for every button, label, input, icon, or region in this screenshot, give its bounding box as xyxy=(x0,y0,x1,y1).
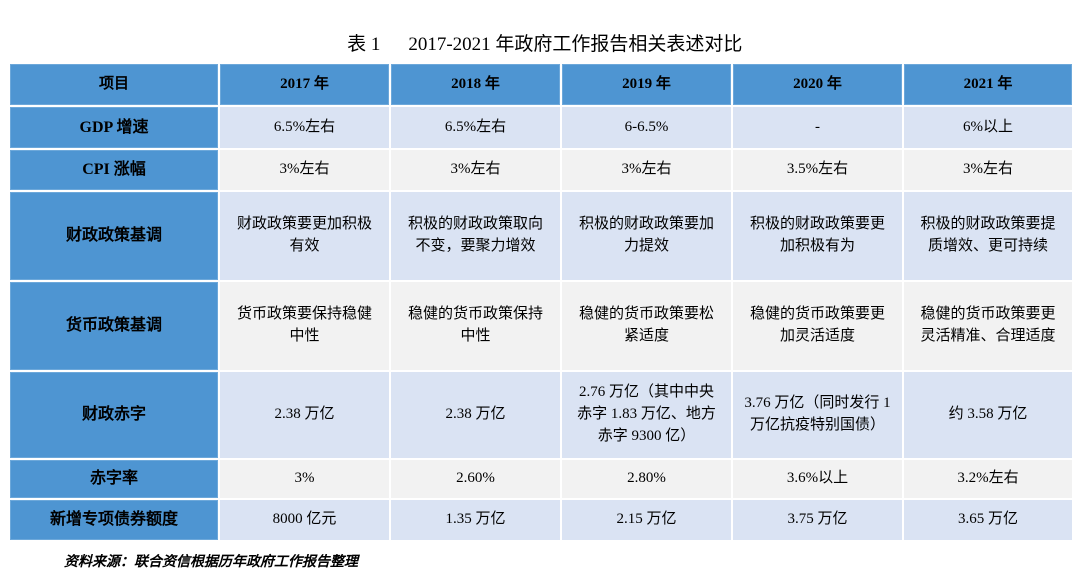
table-row-cpi: CPI 涨幅 3%左右 3%左右 3%左右 3.5%左右 3%左右 xyxy=(8,148,1074,192)
table-cell: 3.2%左右 xyxy=(902,458,1074,500)
table-row-fiscal-deficit: 财政赤字 2.38 万亿 2.38 万亿 2.76 万亿（其中中央赤字 1.83… xyxy=(8,370,1074,460)
table-row-fiscal-policy: 财政政策基调 财政政策要更加积极有效 积极的财政政策取向不变，要聚力增效 积极的… xyxy=(8,190,1074,282)
table-title: 表 1 2017-2021 年政府工作报告相关表述对比 xyxy=(0,7,1080,56)
table-cell: 稳健的货币政策保持中性 xyxy=(389,280,562,372)
table-cell: 3.6%以上 xyxy=(731,458,904,500)
row-label-cpi: CPI 涨幅 xyxy=(8,148,220,192)
column-header-2021: 2021 年 xyxy=(902,62,1074,107)
table-cell: 2.15 万亿 xyxy=(560,498,733,542)
table-cell: 稳健的货币政策要松紧适度 xyxy=(560,280,733,372)
table-cell: 2.38 万亿 xyxy=(389,370,562,460)
table-cell: 约 3.58 万亿 xyxy=(902,370,1074,460)
table-row-gdp: GDP 增速 6.5%左右 6.5%左右 6-6.5% - 6%以上 xyxy=(8,105,1074,150)
table-cell: 3.75 万亿 xyxy=(731,498,904,542)
table-cell: 积极的财政政策要更加积极有为 xyxy=(731,190,904,282)
table-cell: 3.76 万亿（同时发行 1 万亿抗疫特别国债） xyxy=(731,370,904,460)
table-cell: 积极的财政政策取向不变，要聚力增效 xyxy=(389,190,562,282)
comparison-table: 项目 2017 年 2018 年 2019 年 2020 年 2021 年 GD… xyxy=(8,62,1074,542)
row-label-monetary-policy: 货币政策基调 xyxy=(8,280,220,372)
table-cell: 积极的财政政策要加力提效 xyxy=(560,190,733,282)
column-header-2018: 2018 年 xyxy=(389,62,562,107)
table-row-deficit-ratio: 赤字率 3% 2.60% 2.80% 3.6%以上 3.2%左右 xyxy=(8,458,1074,500)
table-cell: 稳健的货币政策要更灵活精准、合理适度 xyxy=(902,280,1074,372)
column-header-item: 项目 xyxy=(8,62,220,107)
table-cell: 2.38 万亿 xyxy=(218,370,391,460)
table-cell: 3% xyxy=(218,458,391,500)
source-note: 资料来源：联合资信根据历年政府工作报告整理 xyxy=(64,555,358,570)
table-cell: 2.76 万亿（其中中央赤字 1.83 万亿、地方赤字 9300 亿） xyxy=(560,370,733,460)
table-cell: 积极的财政政策要提质增效、更可持续 xyxy=(902,190,1074,282)
table-cell: 3%左右 xyxy=(902,148,1074,192)
table-number: 表 1 xyxy=(347,34,381,55)
row-label-special-bonds: 新增专项债券额度 xyxy=(8,498,220,542)
column-header-2020: 2020 年 xyxy=(731,62,904,107)
table-cell: 8000 亿元 xyxy=(218,498,391,542)
table-cell: 6.5%左右 xyxy=(389,105,562,150)
table-cell: 稳健的货币政策要更加灵活适度 xyxy=(731,280,904,372)
column-header-2017: 2017 年 xyxy=(218,62,391,107)
table-cell: 2.60% xyxy=(389,458,562,500)
row-label-fiscal-deficit: 财政赤字 xyxy=(8,370,220,460)
table-cell: 2.80% xyxy=(560,458,733,500)
table-row-monetary-policy: 货币政策基调 货币政策要保持稳健中性 稳健的货币政策保持中性 稳健的货币政策要松… xyxy=(8,280,1074,372)
table-cell: 3.5%左右 xyxy=(731,148,904,192)
table-row-special-bonds: 新增专项债券额度 8000 亿元 1.35 万亿 2.15 万亿 3.75 万亿… xyxy=(8,498,1074,542)
table-cell: 3%左右 xyxy=(389,148,562,192)
table-cell: 财政政策要更加积极有效 xyxy=(218,190,391,282)
row-label-fiscal-policy: 财政政策基调 xyxy=(8,190,220,282)
table-cell: 6.5%左右 xyxy=(218,105,391,150)
column-header-2019: 2019 年 xyxy=(560,62,733,107)
table-cell: - xyxy=(731,105,904,150)
header-row: 项目 2017 年 2018 年 2019 年 2020 年 2021 年 xyxy=(8,62,1074,107)
table-cell: 1.35 万亿 xyxy=(389,498,562,542)
table-cell: 6-6.5% xyxy=(560,105,733,150)
table-title-text: 2017-2021 年政府工作报告相关表述对比 xyxy=(408,34,743,55)
row-label-deficit-ratio: 赤字率 xyxy=(8,458,220,500)
table-cell: 3%左右 xyxy=(218,148,391,192)
row-label-gdp: GDP 增速 xyxy=(8,105,220,150)
table-cell: 3%左右 xyxy=(560,148,733,192)
table-cell: 货币政策要保持稳健中性 xyxy=(218,280,391,372)
table-cell: 6%以上 xyxy=(902,105,1074,150)
table-cell: 3.65 万亿 xyxy=(902,498,1074,542)
